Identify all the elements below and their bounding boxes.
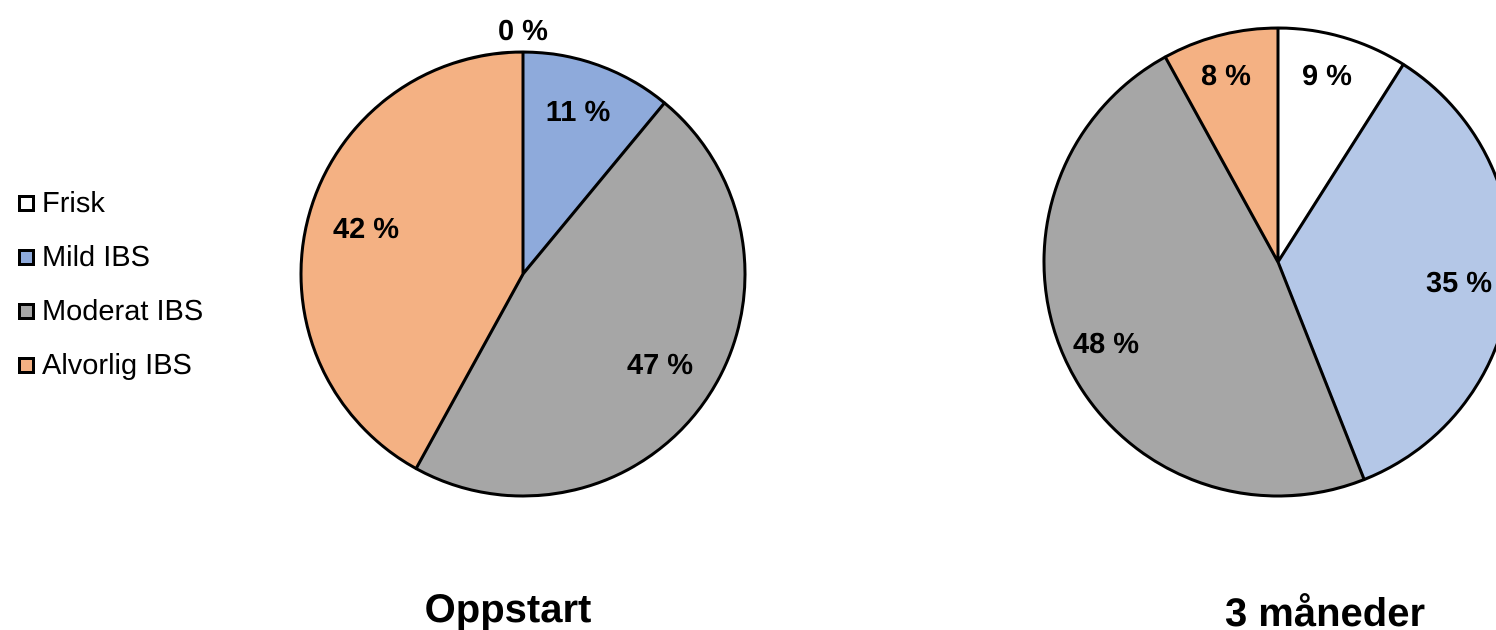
pie-1: 0 % 11 % 47 % 42 % Oppstart <box>299 15 747 630</box>
pie-1-slice-mild-ibs <box>521 50 667 276</box>
pie-1-label-frisk: 0 % <box>498 15 548 47</box>
legend-item-frisk: Frisk <box>18 176 203 230</box>
legend-label-mild-ibs: Mild IBS <box>42 240 150 273</box>
legend: Frisk Mild IBS Moderat IBS Alvorlig IBS <box>18 176 203 392</box>
legend-label-alvorlig-ibs: Alvorlig IBS <box>42 348 192 381</box>
pie-2-label-frisk: 9 % <box>1302 60 1352 92</box>
pie-2-slice-moderat-ibs <box>1042 55 1366 498</box>
legend-item-alvorlig-ibs: Alvorlig IBS <box>18 338 203 392</box>
pie-2-title: 3 måneder <box>1225 591 1425 630</box>
pie-2-label-moderat-ibs: 48 % <box>1073 328 1139 360</box>
legend-item-moderat-ibs: Moderat IBS <box>18 284 203 338</box>
pie-1-label-alvorlig-ibs: 42 % <box>333 213 399 245</box>
pie-1-label-mild-ibs: 11 % <box>546 96 611 128</box>
pie-2-slice-alvorlig-ibs <box>1163 26 1280 264</box>
pie-2-slice-frisk <box>1276 26 1405 264</box>
legend-swatch-frisk <box>18 194 35 212</box>
pie-1-slice-alvorlig-ibs <box>299 50 525 471</box>
pie-2-label-alvorlig-ibs: 8 % <box>1201 60 1251 92</box>
pie-1-slice-moderat-ibs <box>414 101 747 498</box>
legend-swatch-alvorlig-ibs <box>18 356 35 374</box>
legend-item-mild-ibs: Mild IBS <box>18 230 203 284</box>
pie-2-label-mild-ibs: 35 % <box>1426 267 1492 299</box>
legend-label-moderat-ibs: Moderat IBS <box>42 294 204 327</box>
pie-2-slice-mild-ibs <box>1276 62 1496 482</box>
legend-swatch-moderat-ibs <box>18 302 35 320</box>
legend-label-frisk: Frisk <box>42 186 105 219</box>
pie-1-title: Oppstart <box>425 587 592 630</box>
pie-1-label-moderat-ibs: 47 % <box>627 349 693 381</box>
legend-swatch-mild-ibs <box>18 248 35 266</box>
pie-2: 9 % 35 % 48 % 8 % 3 måneder <box>1042 26 1496 630</box>
